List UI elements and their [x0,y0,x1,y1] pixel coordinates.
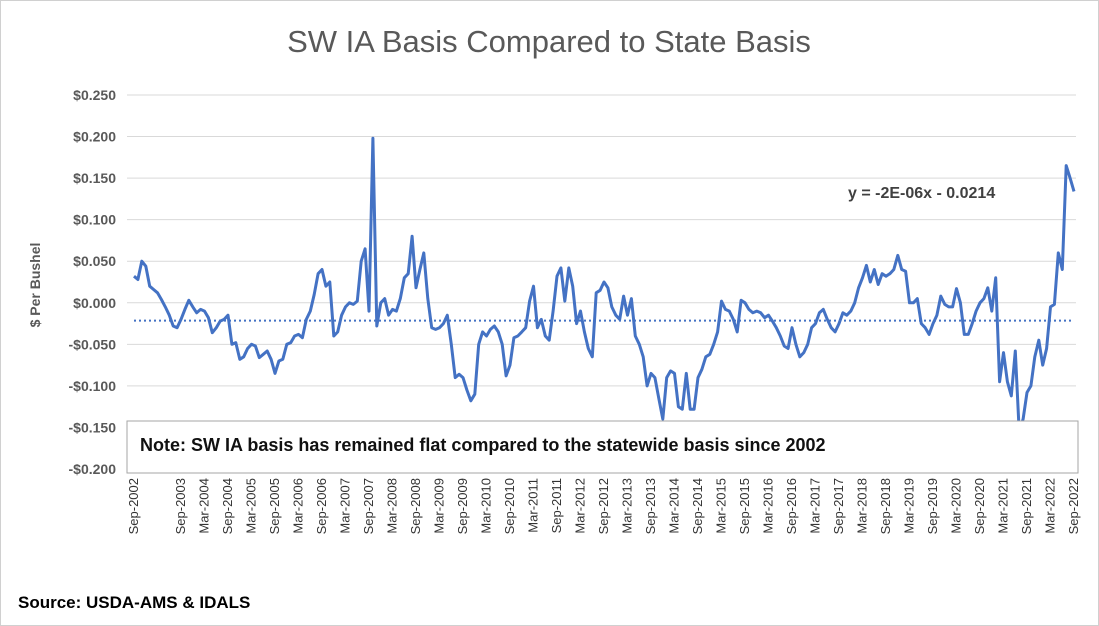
x-tick-label: Sep-2010 [502,478,517,534]
y-tick-label: $0.000 [73,295,116,311]
x-tick-label: Mar-2017 [808,478,823,534]
x-tick-label: Mar-2006 [291,478,306,534]
x-tick-label: Sep-2020 [972,478,987,534]
y-tick-label: $0.200 [73,129,116,145]
note-text: Note: SW IA basis has remained flat comp… [140,435,826,455]
x-tick-label: Sep-2021 [1019,478,1034,534]
x-tick-label: Mar-2015 [714,478,729,534]
x-tick-label: Sep-2015 [737,478,752,534]
y-axis-ticks: $0.250 $0.200 $0.150 $0.100 $0.050 $0.000 -$0.… [69,87,117,477]
x-tick-label: Mar-2019 [902,478,917,534]
x-tick-label: Sep-2004 [220,478,235,534]
x-tick-label: Mar-2009 [432,478,447,534]
y-tick-label: $0.100 [73,212,116,228]
x-tick-label: Mar-2022 [1043,478,1058,534]
x-tick-label: Mar-2016 [761,478,776,534]
x-tick-label: Sep-2009 [455,478,470,534]
x-tick-label: Mar-2021 [996,478,1011,534]
x-tick-label: Mar-2007 [338,478,353,534]
chart-title: SW IA Basis Compared to State Basis [287,24,811,59]
gridlines [127,94,1076,470]
x-tick-label: Mar-2008 [385,478,400,534]
y-axis-label: $ Per Bushel [27,243,43,328]
x-axis-ticks: Sep-2002 Sep-2003 Mar-2004 Sep-2004 Mar-2005… [126,478,1081,534]
x-tick-label: Sep-2007 [361,478,376,534]
x-tick-label: Sep-2006 [314,478,329,534]
x-tick-label: Sep-2017 [831,478,846,534]
note-box-frame [126,420,1079,474]
x-tick-label: Sep-2019 [925,478,940,534]
x-tick-label: Mar-2020 [949,478,964,534]
y-tick-label: -$0.050 [69,336,117,352]
x-tick-label: Sep-2002 [126,478,141,534]
y-tick-label: $0.150 [73,170,116,186]
x-tick-label: Mar-2014 [667,478,682,534]
x-tick-label: Sep-2013 [643,478,658,534]
source-text: Source: USDA-AMS & IDALS [18,593,250,612]
x-tick-label: Sep-2008 [408,478,423,534]
x-tick-label: Sep-2011 [549,478,564,533]
trendline-equation: y = -2E-06x - 0.0214 [848,185,995,202]
x-tick-label: Mar-2010 [479,478,494,534]
note-box: Note: SW IA basis has remained flat comp… [126,420,1079,474]
series-line [133,136,1076,434]
x-tick-label: Sep-2005 [267,478,282,534]
x-tick-label: Mar-2004 [197,478,212,534]
x-tick-label: Mar-2018 [855,478,870,534]
x-tick-label: Sep-2003 [173,478,188,534]
x-tick-label: Mar-2012 [573,478,588,534]
y-tick-label: -$0.100 [69,378,117,394]
x-tick-label: Sep-2022 [1066,478,1081,534]
x-tick-label: Mar-2013 [620,478,635,534]
x-tick-label: Sep-2014 [690,478,705,534]
x-tick-label: Mar-2005 [244,478,259,534]
y-tick-label: -$0.200 [69,461,117,477]
y-tick-label: $0.050 [73,253,116,269]
x-tick-label: Mar-2011 [526,478,541,533]
x-tick-label: Sep-2012 [596,478,611,534]
y-tick-label: $0.250 [73,87,116,103]
y-tick-label: -$0.150 [69,419,117,435]
x-tick-label: Sep-2018 [878,478,893,534]
x-tick-label: Sep-2016 [784,478,799,534]
